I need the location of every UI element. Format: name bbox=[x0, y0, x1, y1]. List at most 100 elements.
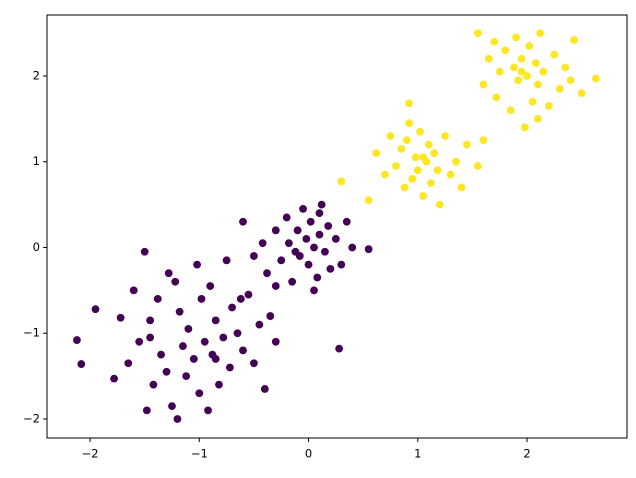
point bbox=[446, 170, 455, 179]
point bbox=[282, 213, 291, 222]
point bbox=[435, 200, 444, 209]
point bbox=[534, 114, 542, 123]
x-tick-label: 2 bbox=[523, 447, 530, 461]
point bbox=[124, 359, 133, 368]
point bbox=[317, 200, 326, 209]
point bbox=[364, 245, 373, 254]
point bbox=[204, 406, 212, 415]
point bbox=[291, 247, 300, 256]
point bbox=[484, 54, 493, 63]
point bbox=[392, 162, 400, 170]
point bbox=[566, 76, 575, 85]
point bbox=[129, 286, 138, 295]
point bbox=[321, 247, 329, 256]
point bbox=[239, 346, 247, 355]
point bbox=[304, 260, 313, 269]
point bbox=[506, 106, 515, 115]
point bbox=[146, 316, 155, 325]
point bbox=[250, 252, 258, 260]
point bbox=[544, 102, 553, 110]
point bbox=[534, 80, 542, 89]
point bbox=[258, 239, 267, 248]
point bbox=[149, 380, 158, 389]
point bbox=[419, 153, 428, 162]
point bbox=[561, 63, 570, 72]
y-tick-label: 1 bbox=[33, 154, 40, 168]
point bbox=[179, 342, 187, 350]
point bbox=[550, 50, 559, 59]
point bbox=[164, 269, 173, 278]
y-tick-label: −1 bbox=[23, 326, 40, 340]
point bbox=[413, 166, 422, 175]
point bbox=[402, 136, 411, 145]
point bbox=[288, 277, 297, 286]
point bbox=[73, 336, 81, 344]
point bbox=[473, 29, 482, 37]
point bbox=[324, 222, 333, 230]
point bbox=[452, 157, 460, 166]
point bbox=[555, 84, 564, 93]
point bbox=[310, 243, 318, 252]
point bbox=[225, 363, 234, 372]
point bbox=[408, 174, 417, 183]
point bbox=[315, 230, 324, 239]
point bbox=[457, 183, 466, 192]
point bbox=[430, 149, 439, 158]
x-tick-label: −2 bbox=[82, 447, 99, 461]
point bbox=[116, 313, 125, 322]
point bbox=[495, 67, 504, 76]
point bbox=[313, 273, 322, 282]
point bbox=[539, 67, 548, 76]
point bbox=[284, 239, 293, 248]
point bbox=[424, 140, 433, 149]
point bbox=[211, 316, 220, 325]
x-tick-label: −1 bbox=[191, 447, 208, 461]
point bbox=[411, 153, 420, 162]
point bbox=[110, 374, 118, 383]
point bbox=[271, 226, 280, 235]
point bbox=[277, 256, 286, 265]
point bbox=[337, 260, 346, 269]
point bbox=[266, 312, 275, 320]
point bbox=[326, 265, 335, 273]
point bbox=[244, 290, 253, 299]
point bbox=[528, 97, 537, 106]
point bbox=[433, 166, 442, 175]
point bbox=[335, 344, 344, 353]
point bbox=[219, 333, 228, 342]
point bbox=[142, 406, 151, 415]
point bbox=[293, 226, 302, 235]
point bbox=[348, 243, 357, 252]
point bbox=[211, 355, 220, 363]
point bbox=[173, 415, 182, 423]
point bbox=[250, 359, 258, 368]
point bbox=[171, 277, 180, 286]
point bbox=[153, 295, 162, 303]
point bbox=[206, 282, 215, 290]
y-tick-label: −2 bbox=[23, 411, 40, 425]
point bbox=[364, 196, 373, 205]
point bbox=[397, 144, 406, 153]
point bbox=[162, 367, 171, 376]
point bbox=[184, 325, 193, 333]
point bbox=[263, 269, 271, 278]
point bbox=[140, 247, 149, 256]
point bbox=[135, 337, 144, 346]
point bbox=[197, 295, 206, 303]
point bbox=[441, 132, 450, 140]
point bbox=[514, 76, 523, 85]
point bbox=[517, 54, 526, 63]
point bbox=[372, 149, 381, 158]
point bbox=[228, 303, 236, 312]
point bbox=[490, 37, 499, 46]
point bbox=[510, 63, 518, 72]
point bbox=[182, 372, 191, 380]
point bbox=[536, 29, 545, 37]
point bbox=[517, 67, 526, 76]
plot-frame bbox=[46, 14, 628, 439]
y-tick-label: 2 bbox=[33, 68, 40, 82]
point bbox=[255, 320, 264, 329]
point bbox=[523, 72, 531, 80]
point bbox=[591, 74, 600, 83]
point bbox=[299, 204, 307, 213]
